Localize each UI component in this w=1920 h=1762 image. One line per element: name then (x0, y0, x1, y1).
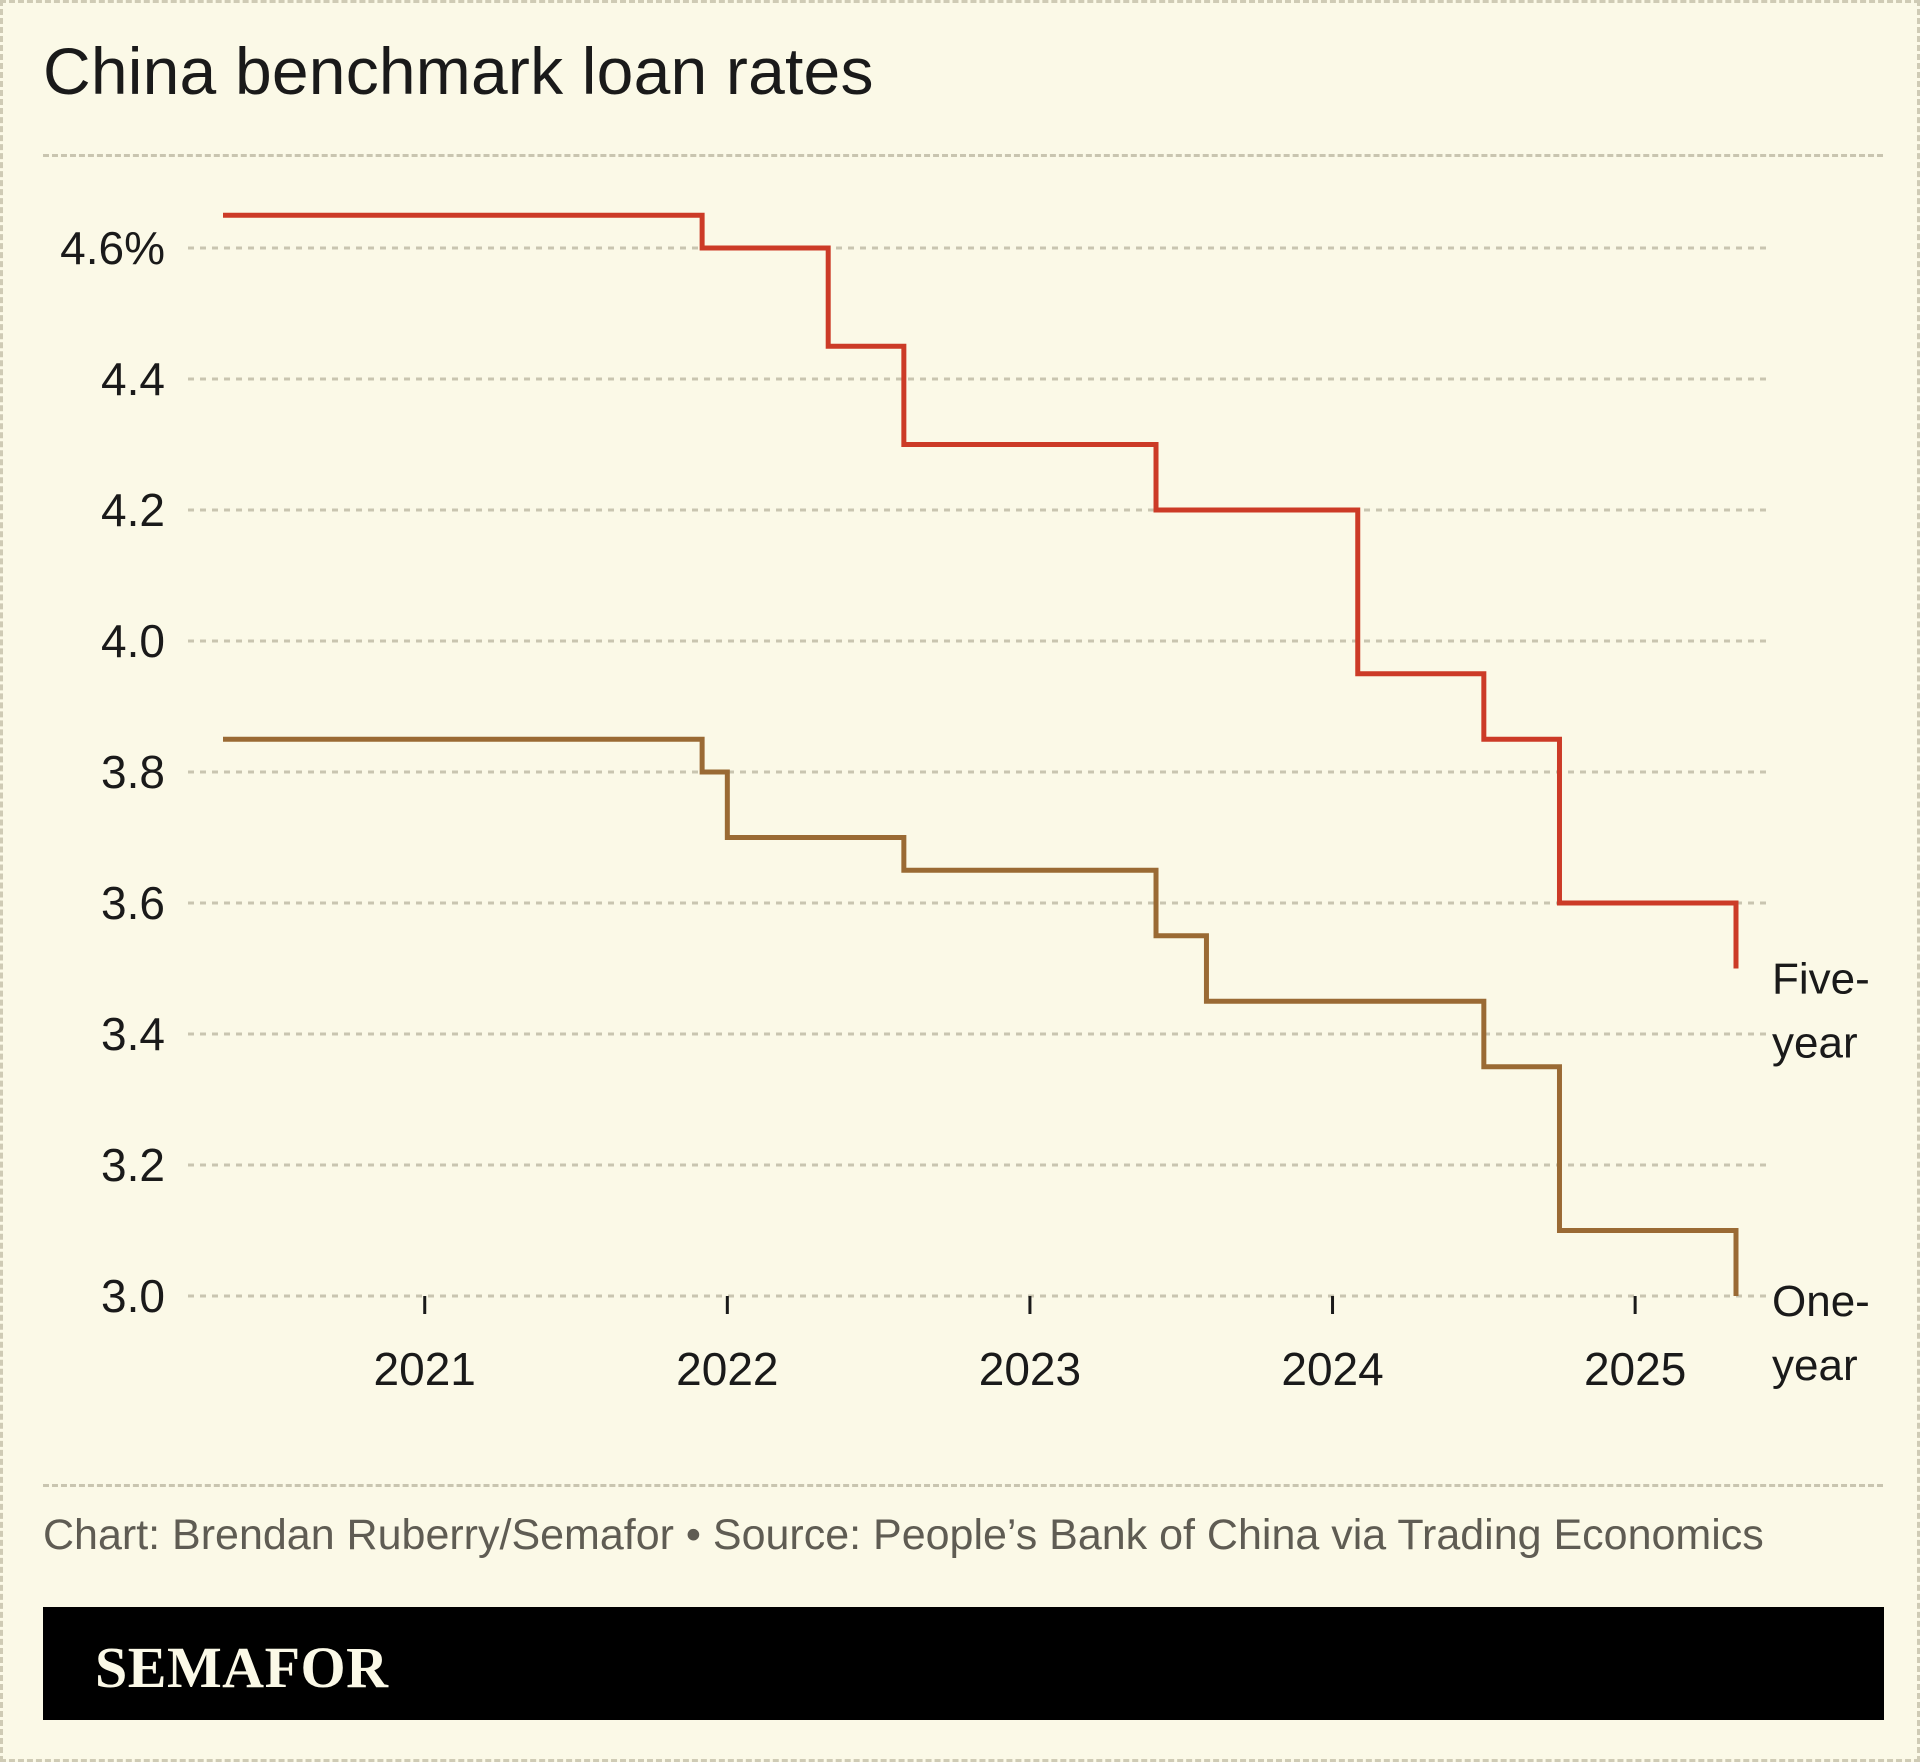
y-tick-label: 4.4 (101, 353, 165, 405)
y-tick-label: 3.2 (101, 1139, 165, 1191)
y-tick-label: 3.4 (101, 1008, 165, 1060)
five-year-label: Five-year (1772, 955, 1870, 1068)
y-tick-label: 3.0 (101, 1270, 165, 1322)
chart-title: China benchmark loan rates (43, 34, 874, 108)
series-labels: Five-year One-year (1772, 955, 1870, 1391)
source-credit: Chart: Brendan Ruberry/Semafor • Source:… (43, 1511, 1764, 1559)
line-chart: 4.6%4.44.24.03.83.63.43.23.0 2021 2022 202… (60, 212, 1870, 1395)
one-year-label: One-year (1772, 1277, 1870, 1390)
series-group (223, 212, 1739, 1296)
y-tick-label: 3.8 (101, 746, 165, 798)
bottom-divider (43, 1484, 1883, 1487)
x-tick-label: 2025 (1584, 1343, 1686, 1395)
y-axis: 4.6% 4.4 4.2 4.0 3.8 3.6 3.4 3.2 3.0 (60, 222, 165, 1322)
one-year-line (223, 736, 1739, 1296)
x-tick-label: 2021 (374, 1343, 476, 1395)
y-tick-label: 4.6% (60, 222, 165, 274)
x-axis: 2021 2022 2023 2024 2025 (374, 1296, 1686, 1395)
x-tick-label: 2023 (979, 1343, 1081, 1395)
top-divider (43, 154, 1883, 157)
y-tick-label: 3.6 (101, 877, 165, 929)
semafor-logo: SEMAFOR (95, 1635, 389, 1700)
gridlines (188, 246, 1768, 1298)
x-tick-label: 2024 (1281, 1343, 1383, 1395)
x-tick-label: 2022 (676, 1343, 778, 1395)
y-tick-label: 4.2 (101, 484, 165, 536)
y-tick-label: 4.0 (101, 615, 165, 667)
five-year-line (223, 212, 1739, 969)
brand-bar: SEMAFOR (43, 1607, 1884, 1720)
